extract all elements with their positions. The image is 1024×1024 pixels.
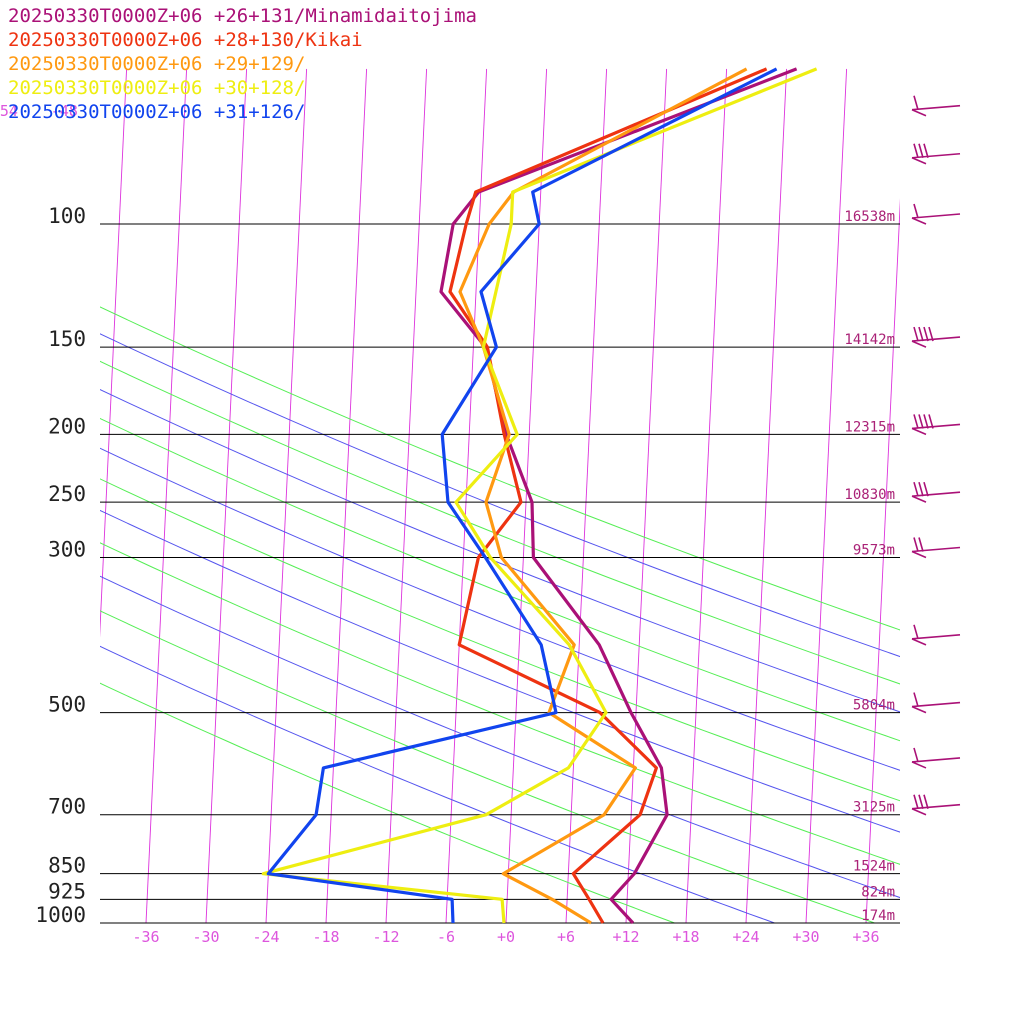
temperature-tick-label: +0 bbox=[497, 928, 515, 946]
pressure-label: 850 bbox=[48, 854, 86, 878]
wind-barb bbox=[911, 203, 961, 225]
isotherm-line bbox=[565, 68, 608, 923]
legend-entry-series-2: 20250330T0000Z+06 +29+129/ bbox=[8, 53, 306, 75]
temperature-tick-label: -36 bbox=[132, 928, 159, 946]
isotherm-line bbox=[625, 68, 668, 923]
temperature-tick-label: -30 bbox=[192, 928, 219, 946]
height-label: 3125m bbox=[853, 800, 895, 816]
temperature-tick-label: -18 bbox=[312, 928, 339, 946]
legend-entry-series-0: 20250330T0000Z+06 +26+131/Minamidaitojim… bbox=[8, 5, 477, 27]
isotherm-line bbox=[445, 68, 488, 923]
pressure-label: 500 bbox=[48, 693, 86, 717]
isotherm-line bbox=[385, 68, 428, 923]
wind-barb bbox=[911, 794, 961, 816]
isotherm-label: -48 bbox=[51, 102, 78, 120]
temperature-tick-label: +30 bbox=[792, 928, 819, 946]
wind-barb bbox=[911, 624, 961, 646]
pressure-label: 100 bbox=[48, 204, 86, 228]
pressure-label: 700 bbox=[48, 795, 86, 819]
isotherm-line bbox=[685, 68, 728, 923]
height-label: 824m bbox=[861, 884, 895, 900]
dry-adiabat-line bbox=[100, 478, 900, 802]
temperature-tick-label: +6 bbox=[557, 928, 575, 946]
wind-barb bbox=[911, 326, 961, 348]
height-label: 12315m bbox=[844, 419, 895, 435]
isotherm-line bbox=[325, 68, 368, 923]
pressure-label: 925 bbox=[48, 879, 86, 903]
wind-barb bbox=[911, 414, 961, 436]
height-label: 14142m bbox=[844, 332, 895, 348]
dry-adiabat-line bbox=[100, 509, 900, 833]
dry-adiabat-line bbox=[100, 333, 900, 658]
isotherm-line bbox=[505, 68, 548, 923]
temperature-tick-label: +36 bbox=[852, 928, 879, 946]
dry-adiabat-line bbox=[100, 542, 900, 865]
wind-barb bbox=[911, 692, 961, 714]
wind-barb bbox=[911, 481, 961, 503]
isotherm-line bbox=[145, 68, 188, 923]
temperature-tick-label: -24 bbox=[252, 928, 279, 946]
series-line-2 bbox=[458, 67, 748, 925]
height-label: 1524m bbox=[853, 859, 895, 875]
isotherm-line bbox=[205, 68, 248, 923]
dry-adiabat-line bbox=[100, 389, 900, 713]
legend-entry-series-4: 20250330T0000Z+06 +31+126/ bbox=[8, 101, 306, 123]
pressure-label: 200 bbox=[48, 414, 86, 438]
pressure-label: 150 bbox=[48, 327, 86, 351]
wind-barb bbox=[911, 537, 961, 559]
height-label: 10830m bbox=[844, 487, 895, 503]
temperature-tick-label: -12 bbox=[372, 928, 399, 946]
isotherm-line bbox=[0, 69, 7, 923]
isotherm-line bbox=[865, 198, 900, 923]
isotherm-line bbox=[926, 69, 967, 923]
dry-adiabat-line bbox=[100, 417, 900, 742]
wind-barb bbox=[911, 143, 961, 165]
isotherm-line bbox=[100, 68, 128, 638]
dry-adiabat-line bbox=[100, 447, 900, 771]
dry-adiabat-line bbox=[100, 645, 775, 923]
legend-entry-series-1: 20250330T0000Z+06 +28+130/Kikai bbox=[8, 29, 363, 51]
temperature-tick-label: +12 bbox=[612, 928, 639, 946]
height-label: 9573m bbox=[853, 543, 895, 559]
height-label: 5804m bbox=[853, 698, 895, 714]
wind-barb bbox=[911, 95, 961, 117]
legend-entry-series-3: 20250330T0000Z+06 +30+128/ bbox=[8, 77, 306, 99]
pressure-label: 250 bbox=[48, 482, 86, 506]
isotherm-line bbox=[986, 69, 1024, 923]
chart-legend: 20250330T0000Z+06 +26+131/Minamidaitojim… bbox=[8, 4, 477, 124]
dry-adiabat-line bbox=[100, 306, 900, 631]
series-line-3 bbox=[261, 67, 818, 924]
dry-adiabat-line bbox=[100, 682, 675, 923]
isotherm-line bbox=[805, 68, 848, 923]
temperature-tick-label: +24 bbox=[732, 928, 759, 946]
pressure-label: 300 bbox=[48, 538, 86, 562]
isotherm-line bbox=[745, 68, 788, 923]
isotherm-label: -54 bbox=[0, 102, 18, 120]
temperature-tick-label: -6 bbox=[437, 928, 455, 946]
temperature-tick-label: +18 bbox=[672, 928, 699, 946]
series-line-0 bbox=[439, 67, 798, 925]
series-line-1 bbox=[448, 67, 768, 924]
pressure-label: 1000 bbox=[35, 903, 86, 927]
dry-adiabat-line bbox=[100, 360, 900, 685]
series-line-4 bbox=[266, 67, 778, 924]
wind-barb bbox=[911, 747, 961, 769]
height-label: 16538m bbox=[844, 209, 895, 225]
dry-adiabat-line bbox=[100, 610, 875, 923]
height-label: 174m bbox=[861, 908, 895, 924]
isotherm-line bbox=[265, 68, 308, 923]
